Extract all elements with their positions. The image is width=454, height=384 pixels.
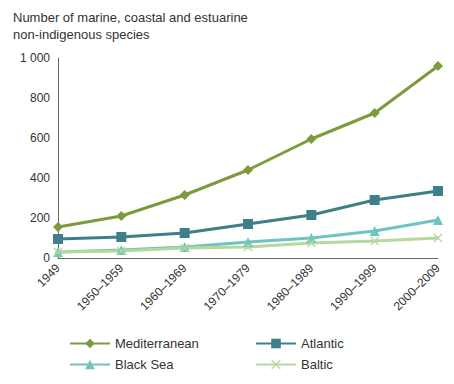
- svg-text:Number of marine, coastal and: Number of marine, coastal and estuarine: [13, 10, 251, 25]
- svg-text:2000–2009: 2000–2009: [391, 261, 444, 314]
- svg-text:1990–1999: 1990–1999: [327, 261, 380, 314]
- svg-text:200: 200: [30, 211, 50, 225]
- svg-text:Mediterranean: Mediterranean: [115, 336, 199, 351]
- svg-text:non-indigenous species: non-indigenous species: [13, 27, 150, 42]
- svg-text:1970–1979: 1970–1979: [201, 261, 254, 314]
- svg-text:1980–1989: 1980–1989: [264, 261, 317, 314]
- svg-text:800: 800: [30, 91, 50, 105]
- svg-text:1949: 1949: [34, 261, 63, 290]
- svg-text:Atlantic: Atlantic: [301, 336, 344, 351]
- svg-text:Black Sea: Black Sea: [115, 357, 174, 372]
- svg-text:0: 0: [43, 251, 50, 265]
- svg-text:1960–1969: 1960–1969: [137, 261, 190, 314]
- svg-text:Baltic: Baltic: [301, 357, 333, 372]
- svg-text:1950–1959: 1950–1959: [74, 261, 127, 314]
- svg-text:1 000: 1 000: [20, 51, 50, 65]
- svg-text:400: 400: [30, 171, 50, 185]
- svg-text:600: 600: [30, 131, 50, 145]
